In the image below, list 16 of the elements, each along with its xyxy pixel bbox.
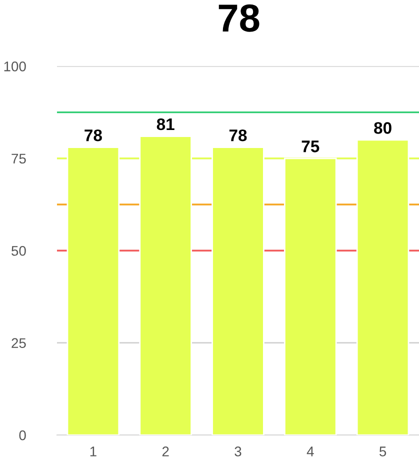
y-tick-label: 50 bbox=[12, 246, 26, 256]
x-tick-label: 3 bbox=[234, 446, 242, 456]
y-tick-label: 25 bbox=[12, 338, 26, 348]
y-tick-label: 0 bbox=[19, 430, 26, 440]
data-label: 81 bbox=[156, 118, 174, 130]
data-label: 78 bbox=[229, 129, 247, 142]
x-tick-label: 5 bbox=[379, 446, 386, 456]
x-tick-label: 4 bbox=[306, 446, 314, 456]
data-label: 78 bbox=[84, 129, 102, 142]
data-label: 80 bbox=[374, 122, 392, 134]
x-tick-label: 1 bbox=[90, 446, 96, 456]
x-tick-label: 2 bbox=[162, 446, 169, 456]
y-tick-label: 75 bbox=[12, 154, 26, 164]
y-tick-label: 100 bbox=[4, 62, 26, 72]
data-label: 75 bbox=[302, 140, 320, 152]
chart-title: 78 bbox=[218, 4, 260, 32]
